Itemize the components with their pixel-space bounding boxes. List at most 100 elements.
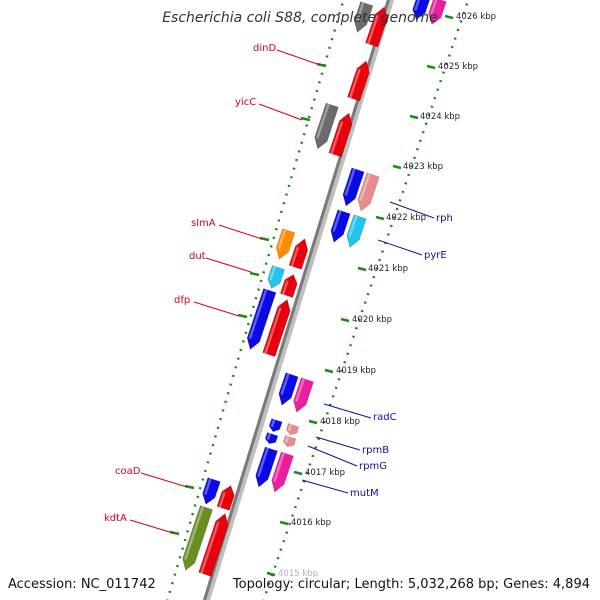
kbp-tick-mark — [409, 114, 419, 120]
gene-arrow — [198, 513, 229, 577]
label-leader-line — [323, 403, 372, 419]
gene-arrow — [246, 288, 277, 350]
gene-arrow-highlight — [270, 419, 276, 428]
gene-label: coaD — [115, 466, 141, 477]
label-leader-line — [140, 472, 188, 488]
gene-arrow — [202, 477, 221, 505]
gene-arrow-highlight — [414, 0, 421, 11]
kbp-tick-label: 4025 kbp — [438, 62, 478, 72]
gene-arrow — [264, 432, 279, 445]
gene-arrow — [182, 505, 213, 571]
label-leader-line — [315, 436, 361, 451]
gene-arrow-highlight — [184, 506, 205, 560]
label-leader-line — [218, 224, 263, 240]
kbp-tick-mark — [426, 64, 436, 70]
gene-label: radC — [373, 412, 397, 423]
gene-arrow-highlight — [269, 266, 277, 281]
label-leader-line — [276, 49, 321, 66]
gene-features — [182, 0, 447, 577]
gene-arrow-highlight — [295, 378, 305, 402]
kbp-tick-label: 4019 kbp — [336, 366, 376, 376]
left-dotted-track — [166, 0, 345, 600]
gene-label: dinD — [253, 43, 276, 54]
track-dash — [300, 116, 311, 122]
gene-arrow — [216, 485, 235, 511]
gene-arrow-highlight — [332, 210, 342, 232]
gene-label: rpmG — [359, 461, 387, 472]
gene-arrow-highlight — [348, 215, 358, 237]
label-leader-line — [205, 257, 252, 273]
map-title: Escherichia coli S88, complete genome — [162, 10, 438, 26]
gene-arrow — [285, 423, 300, 436]
label-leader-line — [377, 239, 423, 256]
gene-label: dfp — [174, 295, 190, 306]
gene-arrow — [255, 446, 278, 488]
accession-text: Accession: NC_011742 — [8, 577, 156, 592]
kbp-tick-mark — [340, 317, 350, 323]
gene-arrow-highlight — [257, 447, 269, 477]
gene-arrow-highlight — [280, 373, 290, 395]
kbp-tick-label: 4021 kbp — [368, 264, 408, 274]
gene-arrow-highlight — [266, 433, 272, 440]
gene-arrow-highlight — [273, 452, 285, 482]
gene-arrow-highlight — [284, 436, 290, 443]
kbp-tick-label: 4023 kbp — [403, 162, 443, 172]
gene-arrow — [278, 372, 299, 406]
gene-arrow-highlight — [355, 2, 365, 22]
gene-arrow-highlight — [290, 246, 300, 267]
gene-arrow-highlight — [330, 121, 344, 155]
label-leader-line — [193, 301, 240, 317]
gene-arrow — [275, 228, 296, 260]
kbp-tick-mark — [324, 368, 334, 374]
gene-arrow — [342, 167, 365, 207]
kbp-tick-label: 4015 kbp — [278, 569, 318, 579]
kbp-tick-mark — [308, 419, 318, 425]
gene-arrow — [271, 451, 294, 493]
kbp-tick-mark — [357, 266, 367, 272]
kbp-tick-label: 4026 kbp — [456, 12, 496, 22]
gene-arrow-highlight — [248, 289, 268, 340]
kbp-tick-mark — [279, 520, 289, 526]
label-leader-line — [301, 479, 349, 494]
gene-arrow — [428, 0, 447, 25]
kbp-tick-mark — [392, 164, 402, 170]
kbp-tick-label: 4018 kbp — [320, 417, 360, 427]
gene-label: yicC — [235, 97, 256, 108]
gene-arrow — [353, 1, 374, 33]
dotted-scale-tracks — [166, 0, 470, 600]
gene-arrow-highlight — [359, 173, 371, 201]
gene-arrow-highlight — [281, 280, 289, 295]
gene-arrow — [347, 60, 370, 102]
kbp-tick-label: 4022 kbp — [386, 213, 426, 223]
track-dash — [249, 271, 260, 277]
gene-arrow-highlight — [430, 0, 438, 15]
gene-arrow — [293, 377, 314, 413]
kbp-tick-mark — [444, 14, 454, 20]
gene-arrow — [280, 274, 298, 298]
kbp-tick-label: 4024 kbp — [420, 112, 460, 122]
kbp-tick-label: 4020 kbp — [352, 315, 392, 325]
kbp-tick-label: 4016 kbp — [291, 518, 331, 528]
gene-arrow-highlight — [218, 492, 226, 508]
gene-arrow-highlight — [287, 424, 293, 431]
gene-arrow — [314, 102, 339, 150]
label-leader-line — [258, 103, 303, 121]
gene-arrow — [328, 112, 353, 158]
gene-arrow — [288, 238, 309, 270]
gene-arrow-highlight — [366, 14, 379, 45]
kbp-tick-mark — [266, 571, 276, 577]
track-dash — [237, 313, 248, 319]
label-leader-line — [307, 445, 358, 467]
gene-arrow-highlight — [344, 168, 356, 196]
label-leader-line — [389, 201, 435, 219]
label-leader-line — [129, 519, 174, 534]
gene-arrow — [268, 418, 283, 433]
gene-arrow-highlight — [316, 103, 330, 139]
labels: 4026 kbp 4025 kbp 4024 kbp 4023 kbp 4022… — [104, 12, 496, 579]
gene-label: rph — [436, 213, 453, 224]
gene-arrow-highlight — [277, 229, 287, 249]
gene-label: slmA — [191, 218, 216, 229]
kbp-tick-mark — [375, 215, 385, 221]
gene-arrow-highlight — [264, 307, 282, 354]
